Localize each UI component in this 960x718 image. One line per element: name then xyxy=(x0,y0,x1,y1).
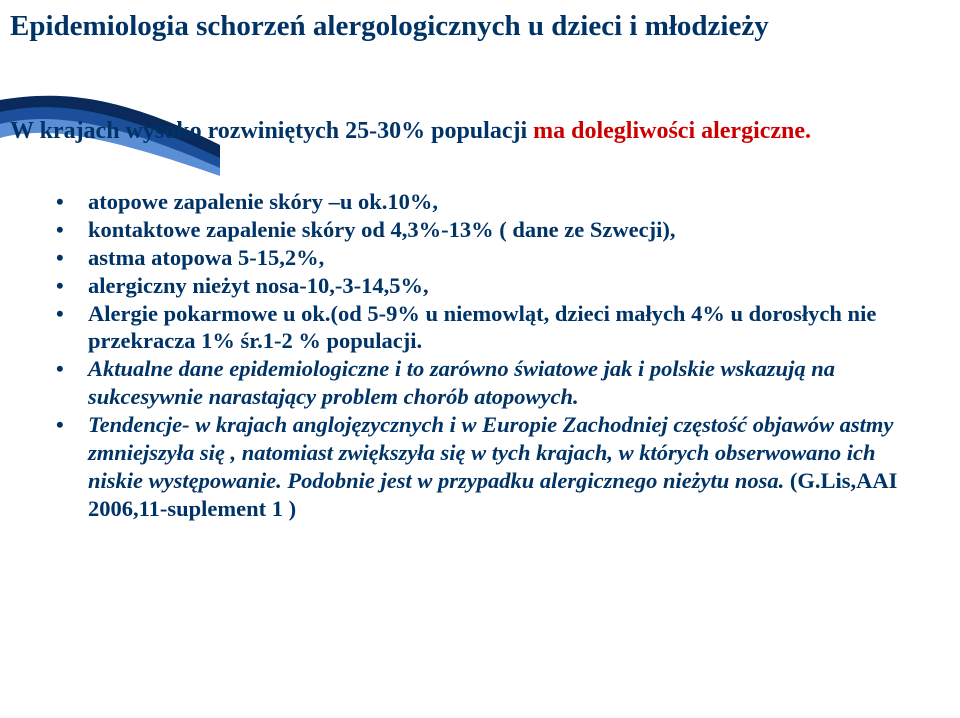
bullet-text-italic: Tendencje- w krajach anglojęzycznych i w… xyxy=(88,412,893,493)
bullet-item: astma atopowa 5-15,2%, xyxy=(46,244,930,272)
bullet-item: Tendencje- w krajach anglojęzycznych i w… xyxy=(46,411,930,523)
bullet-text: Alergie pokarmowe u ok.(od 5-9% u niemow… xyxy=(88,301,876,354)
bullet-item: alergiczny nieżyt nosa-10,-3-14,5%, xyxy=(46,272,930,300)
bullet-item: Aktualne dane epidemiologiczne i to zaró… xyxy=(46,355,930,411)
subtitle-part-2: ma dolegliwości alergiczne. xyxy=(533,118,811,144)
bullet-text: astma atopowa 5-15,2%, xyxy=(88,245,324,270)
bullet-item: atopowe zapalenie skóry –u ok.10%, xyxy=(46,188,930,216)
bullet-text-italic: Aktualne dane epidemiologiczne i to zaró… xyxy=(88,356,835,409)
subtitle-part-1: W krajach wysoko rozwiniętych 25-30% pop… xyxy=(10,118,527,144)
bullet-text: alergiczny nieżyt nosa-10,-3-14,5%, xyxy=(88,273,429,298)
slide-subtitle: W krajach wysoko rozwiniętych 25-30% pop… xyxy=(10,118,940,145)
bullet-text: kontaktowe zapalenie skóry od 4,3%-13% (… xyxy=(88,217,675,242)
slide-title: Epidemiologia schorzeń alergologicznych … xyxy=(10,10,950,43)
bullet-list: atopowe zapalenie skóry –u ok.10%, konta… xyxy=(46,188,930,523)
bullet-text: atopowe zapalenie skóry –u ok.10%, xyxy=(88,189,438,214)
bullet-item: Alergie pokarmowe u ok.(od 5-9% u niemow… xyxy=(46,300,930,356)
slide: Epidemiologia schorzeń alergologicznych … xyxy=(0,0,960,718)
bullet-item: kontaktowe zapalenie skóry od 4,3%-13% (… xyxy=(46,216,930,244)
